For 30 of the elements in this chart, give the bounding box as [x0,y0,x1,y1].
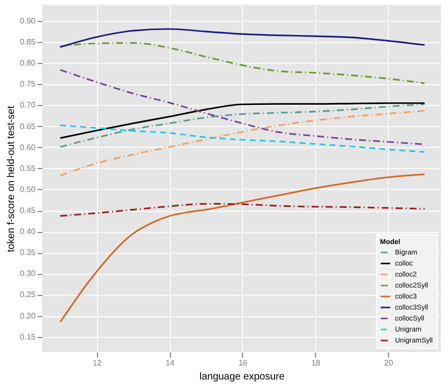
y-tick-label: 0.35 [20,248,36,258]
x-tick-label: 12 [92,358,102,368]
y-tick-label: 0.70 [20,100,36,110]
y-tick-label: 0.75 [20,80,36,89]
line-series [59,42,426,84]
y-tick-label: 0.80 [20,58,36,68]
y-tick-label: 0.45 [20,206,36,216]
line-series [59,124,426,153]
y-tick-label: 0.55 [20,164,36,173]
y-tick-label: 0.85 [20,38,36,47]
line-series [59,110,426,176]
line-series [59,104,426,148]
y-tick-label: 0.20 [20,311,36,320]
x-tick-label: 14 [166,358,176,368]
y-tick-label: 0.65 [20,122,36,131]
y-tick-label: 0.30 [20,269,36,278]
x-tick-label: 20 [384,358,394,368]
line-series [59,202,426,217]
x-axis-title: language exposure [199,372,285,382]
line-series [59,102,426,139]
y-tick-label: 0.25 [20,290,36,300]
x-tick-label: 16 [238,358,248,368]
y-tick-label: 0.50 [20,184,36,194]
y-tick-label: 0.60 [20,142,36,152]
y-tick-label: 0.90 [20,16,36,26]
x-tick-label: 18 [311,358,321,368]
y-tick-label: 0.15 [20,332,36,342]
line-series [59,28,426,48]
y-tick-label: 0.40 [20,227,36,236]
y-axis-title: token f-score on held-out test-set [6,106,17,252]
